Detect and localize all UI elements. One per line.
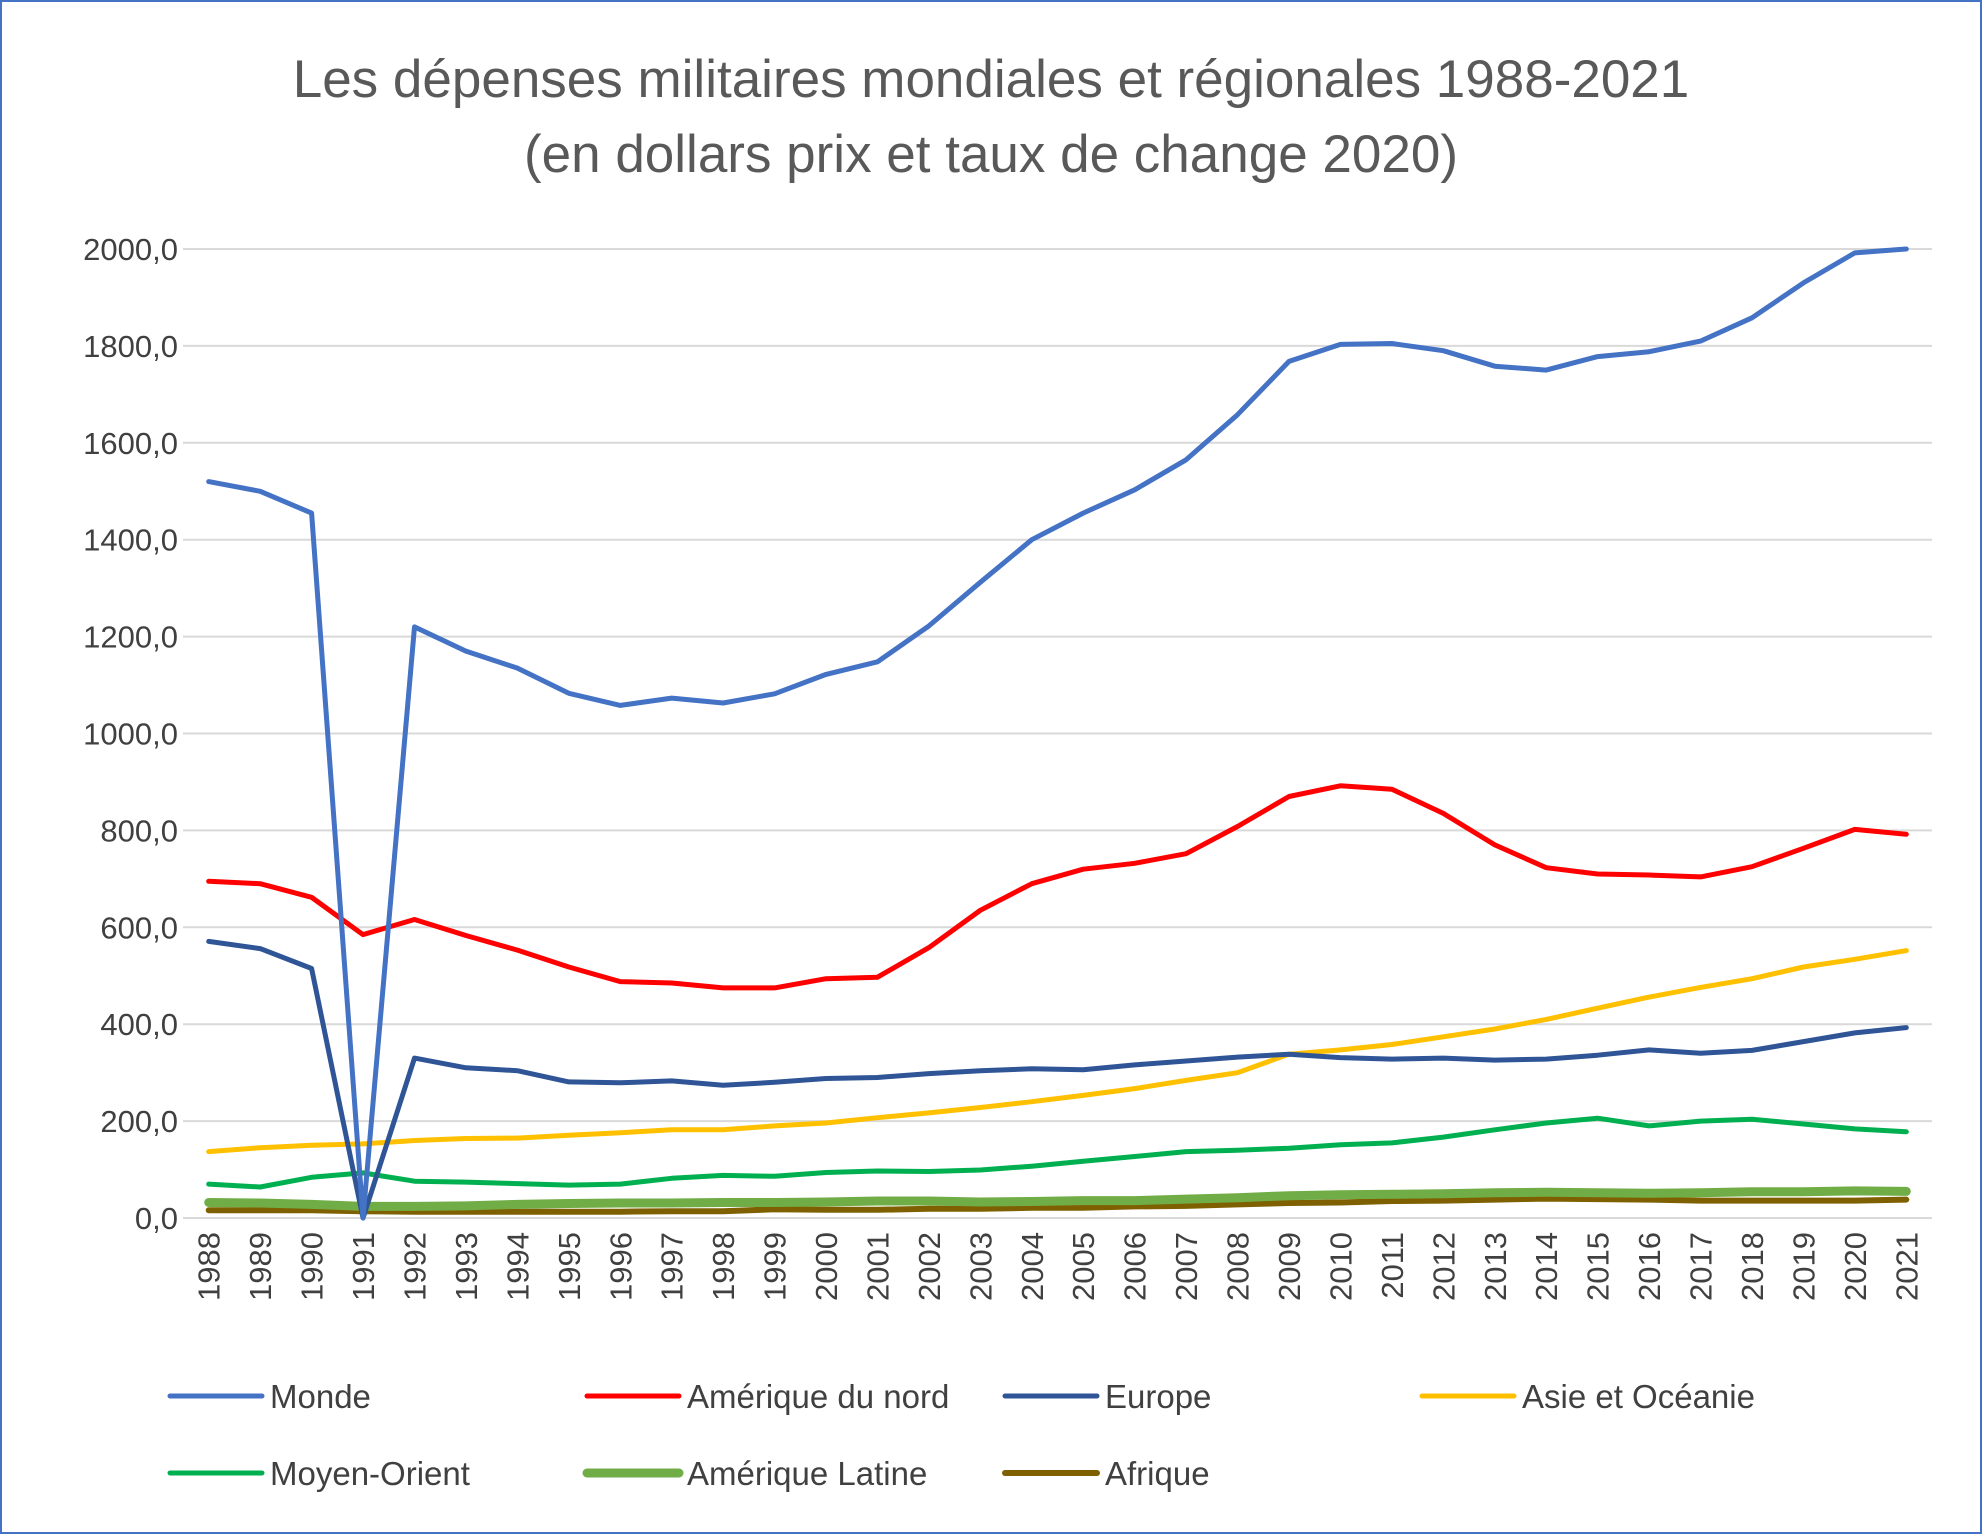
x-tick-label: 2019 [1786,1232,1821,1301]
x-tick-label: 2007 [1169,1232,1204,1301]
series-line-europe [206,938,1909,1221]
legend-label: Amérique du nord [687,1378,949,1415]
x-tick-label: 2008 [1221,1232,1256,1301]
x-tick-label: 1990 [295,1232,330,1301]
x-tick-label: 2000 [809,1232,844,1301]
y-axis: 0,0 200,0 400,0 600,0 800,0 1000,0 1200,0 1400,… [83,232,178,1236]
y-tick-label: 800,0 [100,813,178,848]
y-tick-label: 0,0 [135,1201,178,1236]
x-tick-label: 2005 [1066,1232,1101,1301]
y-tick-label: 1800,0 [83,329,178,364]
series-line-monde [206,246,1909,1221]
y-tick-label: 2000,0 [83,232,178,267]
series-line-afrique [205,1195,1910,1215]
series-line-moyen-orient [206,1115,1909,1190]
x-tick-label: 1992 [397,1232,432,1301]
y-tick-label: 1200,0 [83,620,178,655]
series-lines [204,246,1911,1221]
x-tick-label: 1994 [500,1232,535,1301]
legend-item-amerique-latine: Amérique Latine [582,1455,927,1492]
x-axis: 1988 1989 1990 1991 1992 1993 1994 1995 1996 1997… [192,1232,1925,1301]
x-tick-label: 1999 [758,1232,793,1301]
x-tick-label: 2013 [1478,1232,1513,1301]
legend-label: Moyen-Orient [270,1455,470,1492]
y-tick-label: 200,0 [100,1104,178,1139]
y-tick-label: 600,0 [100,910,178,945]
x-tick-label: 2002 [912,1232,947,1301]
series-line-amerique-latine [204,1186,1911,1211]
y-tick-label: 400,0 [100,1007,178,1042]
x-tick-label: 2015 [1581,1232,1616,1301]
x-tick-label: 1996 [603,1232,638,1301]
legend-item-amerique-du-nord: Amérique du nord [584,1378,949,1415]
y-tick-label: 1000,0 [83,717,178,752]
legend-item-afrique: Afrique [1002,1455,1210,1492]
legend: Monde Amérique du nord Europe Asie et Océan… [167,1378,1755,1492]
gridlines [183,248,1932,1219]
legend-label: Asie et Océanie [1522,1378,1755,1415]
x-tick-label: 2017 [1684,1232,1719,1301]
x-tick-label: 2004 [1015,1232,1050,1301]
x-tick-label: 2012 [1426,1232,1461,1301]
x-tick-label: 2020 [1838,1232,1873,1301]
x-tick-label: 2009 [1272,1232,1307,1301]
x-tick-label: 2006 [1118,1232,1153,1301]
x-tick-label: 2003 [963,1232,998,1301]
series-line-amerique-du-nord [206,783,1909,991]
x-tick-label: 1995 [552,1232,587,1301]
x-tick-label: 2014 [1529,1232,1564,1301]
legend-label: Monde [270,1378,371,1415]
chart-subtitle: (en dollars prix et taux de change 2020) [524,125,1458,184]
x-tick-label: 1988 [192,1232,227,1301]
chart-title: Les dépenses militaires mondiales et rég… [293,50,1690,109]
legend-label: Afrique [1105,1455,1210,1492]
legend-item-europe: Europe [1002,1378,1211,1415]
x-tick-label: 1998 [706,1232,741,1301]
legend-item-monde: Monde [167,1378,371,1415]
x-tick-label: 1993 [449,1232,484,1301]
legend-label: Amérique Latine [687,1455,927,1492]
x-tick-label: 1989 [243,1232,278,1301]
y-tick-label: 1600,0 [83,426,178,461]
x-tick-label: 1997 [655,1232,690,1301]
x-tick-label: 2010 [1323,1232,1358,1301]
y-tick-label: 1400,0 [83,523,178,558]
x-tick-label: 2011 [1375,1232,1410,1299]
x-tick-label: 2021 [1889,1232,1924,1301]
legend-label: Europe [1105,1378,1211,1415]
x-tick-label: 2018 [1735,1232,1770,1301]
legend-item-asie-et-oceanie: Asie et Océanie [1419,1378,1755,1415]
x-tick-label: 1991 [346,1232,381,1301]
x-tick-label: 2016 [1632,1232,1667,1301]
legend-item-moyen-orient: Moyen-Orient [167,1455,470,1492]
x-tick-label: 2001 [860,1232,895,1301]
series-line-asie-et-oceanie [206,948,1909,1155]
